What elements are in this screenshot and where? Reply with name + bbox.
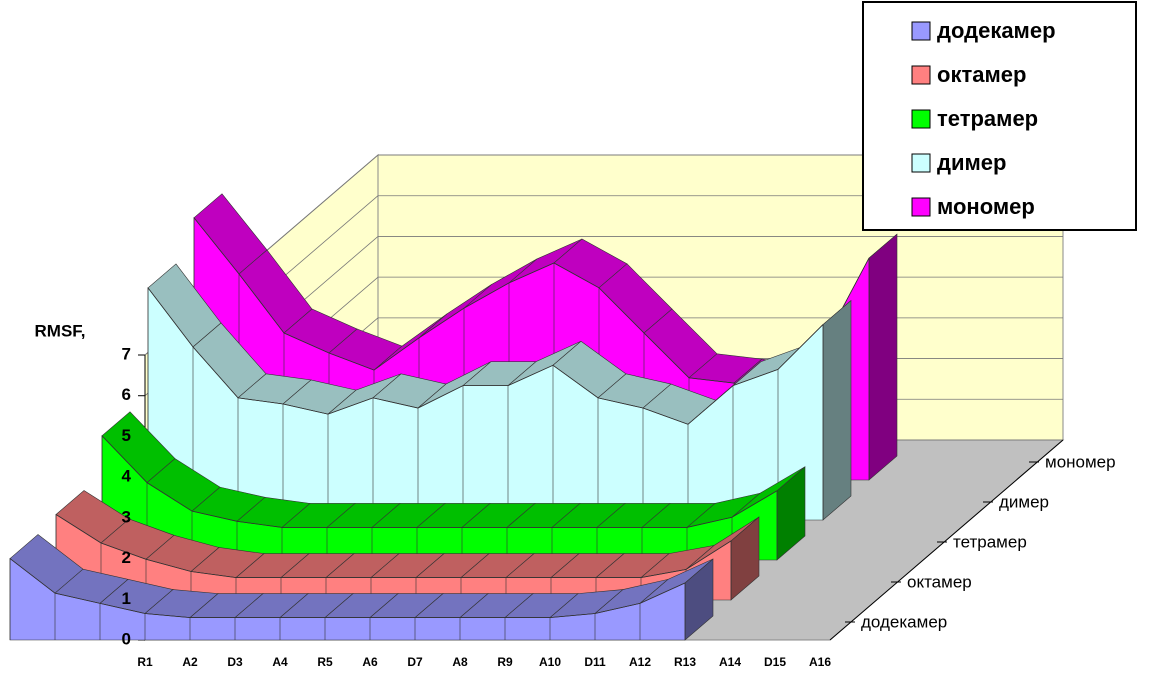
depth-label: мономер xyxy=(1045,452,1116,471)
x-tick-label: A12 xyxy=(629,655,651,669)
depth-label: димер xyxy=(999,492,1049,511)
x-tick-label: D15 xyxy=(764,655,786,669)
x-tick-label: D11 xyxy=(584,655,606,669)
ribbon-edge xyxy=(147,287,824,425)
legend-label: тетрамер xyxy=(937,106,1038,131)
legend-swatch xyxy=(911,197,931,217)
x-tick-label: A16 xyxy=(809,655,831,669)
y-tick-label: 2 xyxy=(122,548,131,567)
x-tick-label: R5 xyxy=(317,655,333,669)
y-tick-label: 6 xyxy=(122,385,131,404)
y-tick-label: 3 xyxy=(122,507,131,526)
legend-label: мономер xyxy=(937,194,1035,219)
y-axis-label: RMSF, xyxy=(35,321,86,340)
x-tick-label: A6 xyxy=(362,655,378,669)
legend-label: октамер xyxy=(937,62,1026,87)
x-tick-label: D7 xyxy=(407,655,423,669)
x-tick-label: R13 xyxy=(674,655,696,669)
legend-swatch xyxy=(911,109,931,129)
x-tick-label: A10 xyxy=(539,655,561,669)
x-tick-label: A8 xyxy=(452,655,468,669)
x-tick-label: A4 xyxy=(272,655,288,669)
x-tick-label: R1 xyxy=(137,655,153,669)
legend-label: димер xyxy=(937,150,1006,175)
y-tick-label: 5 xyxy=(122,426,131,445)
legend-swatch xyxy=(911,153,931,173)
y-tick-label: 4 xyxy=(122,467,132,486)
ribbon-edge xyxy=(101,435,778,528)
ribbon-edge xyxy=(55,514,732,579)
depth-label: додекамер xyxy=(861,612,947,631)
legend-label: додекамер xyxy=(937,18,1056,43)
ribbon-edge xyxy=(9,558,686,619)
depth-label: тетрамер xyxy=(953,532,1027,551)
x-tick-label: A14 xyxy=(719,655,741,669)
legend-swatch xyxy=(911,65,931,85)
x-tick-label: A2 xyxy=(182,655,198,669)
ribbon-end xyxy=(822,299,852,521)
ribbon-end xyxy=(868,233,898,481)
x-tick-label: D3 xyxy=(227,655,243,669)
depth-label: октамер xyxy=(907,572,972,591)
depth-axis xyxy=(829,439,1064,641)
y-tick-label: 1 xyxy=(122,589,131,608)
legend xyxy=(862,1,1137,231)
x-tick-label: R9 xyxy=(497,655,513,669)
y-tick-label: 0 xyxy=(122,629,131,648)
y-tick-label: 7 xyxy=(122,344,131,363)
legend-swatch xyxy=(911,21,931,41)
